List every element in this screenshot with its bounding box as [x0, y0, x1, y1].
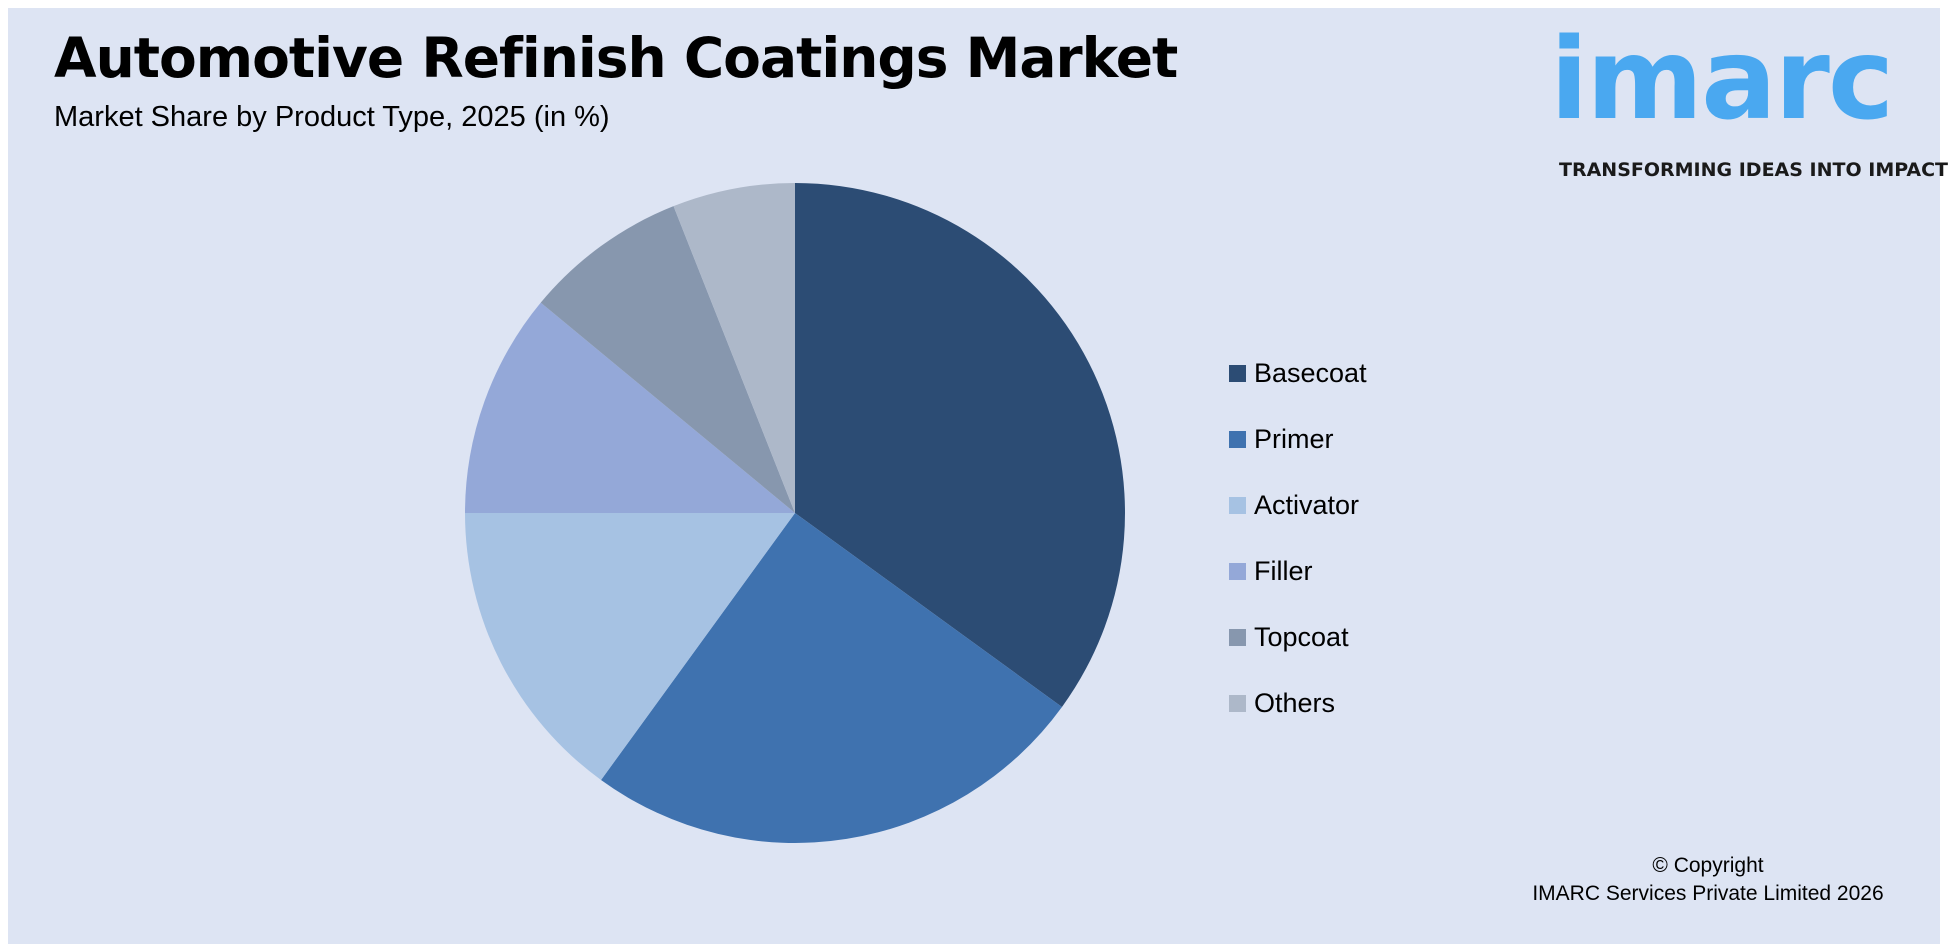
pie-slice-primer	[601, 513, 1062, 843]
imarc-logo: imarc TRANSFORMING IDEAS INTO IMPACT	[1550, 14, 1948, 184]
legend-label: Basecoat	[1254, 358, 1367, 388]
legend-label: Others	[1254, 688, 1336, 718]
legend-swatch	[1229, 628, 1246, 646]
legend: Basecoat Primer Activator Filler Topcoat Othe…	[1229, 340, 1367, 736]
pie-slice-activator	[465, 513, 795, 780]
legend-swatch	[1229, 430, 1246, 448]
legend-label: Activator	[1254, 490, 1360, 520]
legend-swatch	[1229, 562, 1246, 580]
legend-item-activator: Activator	[1229, 472, 1367, 538]
legend-swatch	[1229, 364, 1246, 382]
legend-item-others: Others	[1229, 670, 1367, 736]
pie-slice-basecoat	[795, 183, 1125, 707]
logo-tagline: TRANSFORMING IDEAS INTO IMPACT	[1559, 159, 1948, 181]
legend-label: Topcoat	[1254, 622, 1349, 652]
legend-item-primer: Primer	[1229, 406, 1367, 472]
chart-title: Automotive Refinish Coatings Market	[54, 26, 1178, 90]
copyright: © Copyright IMARC Services Private Limit…	[1508, 852, 1908, 908]
logo-wordmark: imarc	[1550, 15, 1894, 145]
legend-item-topcoat: Topcoat	[1229, 604, 1367, 670]
legend-swatch	[1229, 694, 1246, 712]
legend-label: Primer	[1254, 424, 1334, 454]
legend-label: Filler	[1254, 556, 1313, 586]
legend-item-filler: Filler	[1229, 538, 1367, 604]
legend-item-basecoat: Basecoat	[1229, 340, 1367, 406]
chart-subtitle: Market Share by Product Type, 2025 (in %…	[54, 101, 610, 133]
pie-slice-filler	[465, 302, 795, 513]
legend-swatch	[1229, 496, 1246, 514]
copyright-line1: © Copyright	[1652, 854, 1764, 877]
copyright-line2: IMARC Services Private Limited 2026	[1532, 882, 1884, 905]
pie-slice-others	[673, 183, 795, 513]
pie-slice-topcoat	[540, 206, 795, 513]
